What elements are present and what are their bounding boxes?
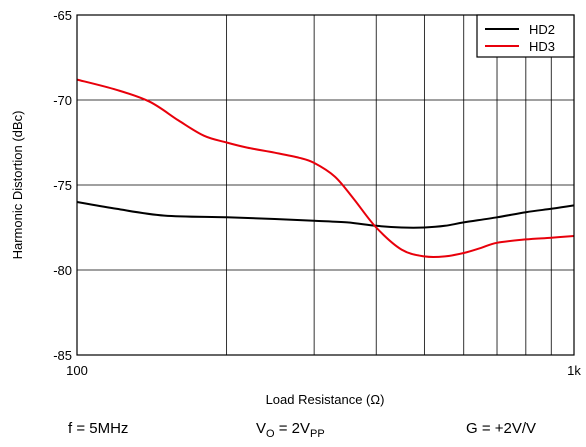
vo-prefix: V <box>256 420 267 437</box>
x-axis-title: Load Resistance (Ω) <box>266 392 385 407</box>
y-tick-label: -85 <box>53 348 72 363</box>
frequency-condition: f = 5MHz <box>68 420 129 437</box>
vo-mid: = 2V <box>274 420 311 437</box>
test-conditions: f = 5MHz VO = 2VPP G = +2V/V <box>0 420 586 444</box>
x-tick-label: 1k <box>567 363 581 378</box>
legend-box <box>476 14 575 58</box>
y-tick-label: -75 <box>53 178 72 193</box>
gain-condition: G = +2V/V <box>466 420 537 437</box>
y-tick-label: -70 <box>53 93 72 108</box>
y-axis-title: Harmonic Distortion (dBc) <box>10 111 25 260</box>
x-tick-label: 100 <box>66 363 88 378</box>
grid <box>77 15 574 355</box>
legend-label-hd3: HD3 <box>529 39 555 54</box>
vo-subscript-pp: PP <box>310 428 325 440</box>
output-voltage-condition: VO = 2VPP <box>256 420 325 440</box>
y-tick-label: -80 <box>53 263 72 278</box>
vo-subscript: O <box>266 428 275 440</box>
series-line-hd3 <box>76 78 575 259</box>
plot-frame <box>76 14 575 356</box>
series-line-hd2 <box>76 201 575 229</box>
y-tick-label: -65 <box>53 8 72 23</box>
series-layer <box>76 78 575 259</box>
legend-label-hd2: HD2 <box>529 22 555 37</box>
